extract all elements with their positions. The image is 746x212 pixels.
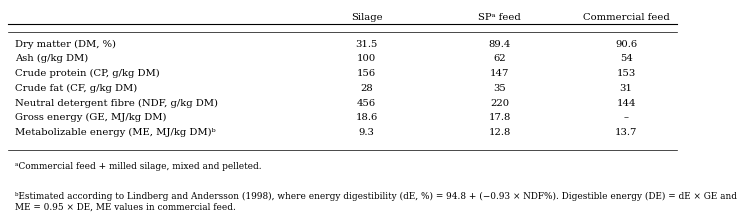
Text: 31: 31 bbox=[620, 84, 633, 93]
Text: 100: 100 bbox=[357, 54, 376, 63]
Text: 13.7: 13.7 bbox=[615, 128, 637, 137]
Text: 18.6: 18.6 bbox=[356, 113, 377, 122]
Text: 153: 153 bbox=[616, 69, 636, 78]
Text: SPᵃ feed: SPᵃ feed bbox=[478, 13, 521, 21]
Text: Neutral detergent fibre (NDF, g/kg DM): Neutral detergent fibre (NDF, g/kg DM) bbox=[15, 99, 218, 108]
Text: 54: 54 bbox=[620, 54, 633, 63]
Text: –: – bbox=[624, 113, 629, 122]
Text: 456: 456 bbox=[357, 99, 376, 108]
Text: 144: 144 bbox=[616, 99, 636, 108]
Text: Ash (g/kg DM): Ash (g/kg DM) bbox=[15, 54, 88, 63]
Text: 28: 28 bbox=[360, 84, 373, 93]
Text: Gross energy (GE, MJ/kg DM): Gross energy (GE, MJ/kg DM) bbox=[15, 113, 166, 123]
Text: Crude fat (CF, g/kg DM): Crude fat (CF, g/kg DM) bbox=[15, 84, 137, 93]
Text: 156: 156 bbox=[357, 69, 376, 78]
Text: 147: 147 bbox=[490, 69, 510, 78]
Text: 35: 35 bbox=[493, 84, 507, 93]
Text: 31.5: 31.5 bbox=[356, 40, 378, 49]
Text: Crude protein (CP, g/kg DM): Crude protein (CP, g/kg DM) bbox=[15, 69, 160, 78]
Text: 90.6: 90.6 bbox=[615, 40, 637, 49]
Text: Silage: Silage bbox=[351, 13, 383, 21]
Text: 89.4: 89.4 bbox=[489, 40, 511, 49]
Text: 17.8: 17.8 bbox=[489, 113, 511, 122]
Text: Metabolizable energy (ME, MJ/kg DM)ᵇ: Metabolizable energy (ME, MJ/kg DM)ᵇ bbox=[15, 128, 216, 137]
Text: 9.3: 9.3 bbox=[359, 128, 374, 137]
Text: ᵃCommercial feed + milled silage, mixed and pelleted.: ᵃCommercial feed + milled silage, mixed … bbox=[15, 162, 262, 170]
Text: 62: 62 bbox=[494, 54, 506, 63]
Text: 12.8: 12.8 bbox=[489, 128, 511, 137]
Text: ᵇEstimated according to Lindberg and Andersson (1998), where energy digestibilit: ᵇEstimated according to Lindberg and And… bbox=[15, 192, 737, 211]
Text: 220: 220 bbox=[490, 99, 510, 108]
Text: Dry matter (DM, %): Dry matter (DM, %) bbox=[15, 40, 116, 49]
Text: Commercial feed: Commercial feed bbox=[583, 13, 669, 21]
